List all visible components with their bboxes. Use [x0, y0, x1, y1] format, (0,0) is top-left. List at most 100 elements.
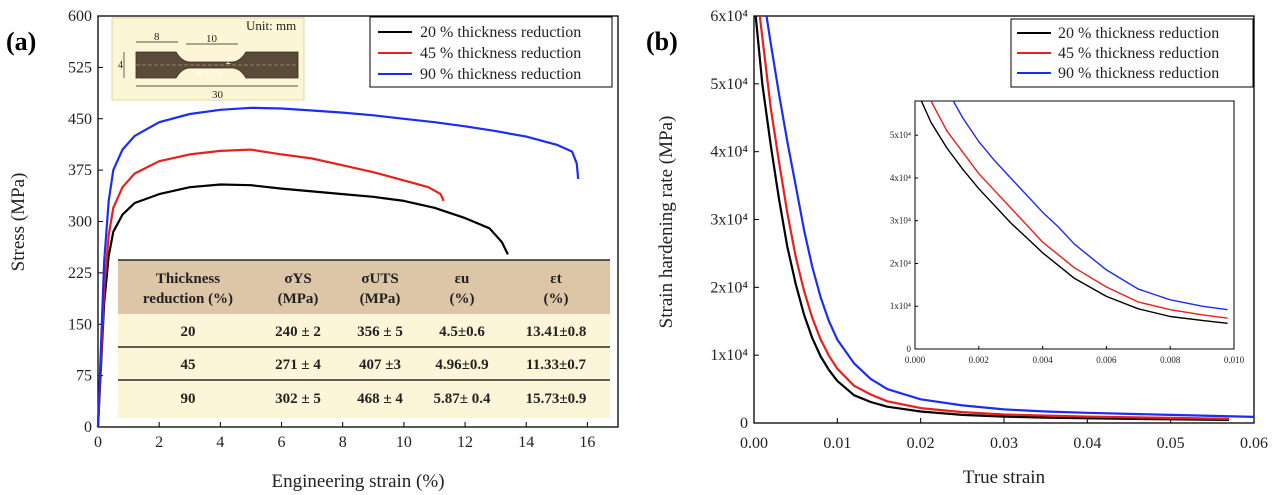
- inset-series-line-0: [920, 100, 1228, 324]
- y-tick-label: 4x10⁴: [890, 173, 911, 183]
- x-tick-label: 0.006: [1096, 355, 1117, 365]
- x-tick-label: 0.05: [1157, 435, 1185, 452]
- b-series-line-0: [754, 15, 1230, 421]
- table-cell: 13.41±0.8: [526, 324, 587, 340]
- y-tick-label: 75: [76, 368, 92, 385]
- b-series-line-2: [765, 15, 1255, 418]
- table-header-bg: [118, 260, 610, 314]
- y-axis-label-b: Strain hardening rate (MPa): [656, 116, 677, 329]
- b-series-line-1: [758, 15, 1230, 420]
- legend-b-label-45: 45 % thickness reduction: [1058, 45, 1219, 62]
- panel-a-label: (a): [6, 27, 36, 56]
- y-axis-label-a: Stress (MPa): [8, 173, 29, 272]
- y-tick-label: 0: [84, 419, 92, 436]
- x-tick-label: 2: [155, 434, 163, 451]
- table-cell: 302 ± 5: [275, 391, 321, 407]
- table-cell: 240 ± 2: [275, 324, 321, 340]
- y-tick-label: 2x10⁴: [710, 279, 748, 296]
- x-tick-label: 0.01: [823, 435, 851, 452]
- legend-b-box: [1010, 18, 1254, 88]
- table-header-et-2: (%): [544, 291, 569, 307]
- table-header-uts-2: (MPa): [360, 291, 401, 307]
- table-cell: 356 ± 5: [357, 324, 403, 340]
- y-tick-label: 4x10⁴: [710, 144, 748, 161]
- legend-b-label-20: 20 % thickness reduction: [1058, 25, 1219, 42]
- a-series-line-1: [96, 148, 445, 428]
- inset-series-line-1: [930, 100, 1228, 319]
- y-tick-label: 6x10⁴: [710, 8, 748, 25]
- y-tick-label: 5x10⁴: [710, 76, 748, 93]
- legend-b: 20 % thickness reduction 45 % thickness …: [1010, 18, 1254, 88]
- y-tick-label: 525: [68, 59, 92, 76]
- properties-table: Thickness reduction (%) σYS (MPa) σUTS (…: [118, 259, 610, 418]
- inset-series-line-2: [952, 100, 1228, 311]
- dim-label-2: 2: [226, 56, 231, 67]
- x-tick-label: 0.06: [1240, 435, 1268, 452]
- dim-label-8: 8: [154, 31, 160, 43]
- legend-a: 20 % thickness reduction 45 % thickness …: [369, 16, 613, 88]
- table-body-bg: [118, 314, 610, 418]
- table-header-eu-1: εu: [455, 271, 470, 287]
- table-cell: 5.87± 0.4: [434, 391, 491, 407]
- table-header-ys-1: σYS: [284, 271, 311, 287]
- table-header-eu-2: (%): [450, 291, 475, 307]
- x-tick-label: 0.002: [969, 355, 989, 365]
- table-cell: 90: [181, 391, 196, 407]
- x-tick-label: 4: [216, 434, 224, 451]
- table-cell: 4.5±0.6: [439, 324, 485, 340]
- y-tick-label: 150: [68, 316, 92, 333]
- x-tick-label: 0.00: [740, 435, 768, 452]
- y-tick-label: 5x10⁴: [890, 130, 911, 140]
- a-series-line-2: [96, 106, 580, 428]
- x-tick-label: 10: [396, 434, 412, 451]
- y-tick-label: 1x10⁴: [890, 301, 911, 311]
- x-axis-label-a: Engineering strain (%): [271, 471, 444, 492]
- x-tick-label: 12: [457, 434, 473, 451]
- legend-b-label-90: 90 % thickness reduction: [1058, 65, 1219, 82]
- panel-b: (b) 0.00 0.01 0.02 0.03 0.04 0.05 0.06 0 1x10⁴ 2x…: [646, 8, 1268, 488]
- x-tick-label: 0.04: [1073, 435, 1101, 452]
- x-tick-label: 0.02: [907, 435, 935, 452]
- x-tick-label: 16: [579, 434, 595, 451]
- table-cell: 271 ± 4: [275, 357, 321, 373]
- y-tick-label: 3x10⁴: [710, 212, 748, 229]
- x-axis-label-b: True strain: [963, 467, 1046, 488]
- table-cell: 4.96±0.9: [435, 357, 488, 373]
- panel-b-label: (b): [646, 27, 678, 56]
- table-cell: 407 ±3: [359, 357, 401, 373]
- x-tick-label: 6: [278, 434, 286, 451]
- y-tick-label: 375: [68, 162, 92, 179]
- y-tick-label: 300: [68, 214, 92, 231]
- table-header-ys-2: (MPa): [278, 291, 319, 307]
- x-tick-label: 0.010: [1224, 355, 1245, 365]
- y-tick-label: 1x10⁴: [710, 347, 748, 364]
- table-cell: 468 ± 4: [357, 391, 403, 407]
- dim-label-radius: R=2.5: [196, 68, 221, 79]
- table-cell: 20: [181, 324, 196, 340]
- y-tick-label: 600: [68, 8, 92, 25]
- x-tick-label: 0.03: [990, 435, 1018, 452]
- x-tick-label: 8: [339, 434, 347, 451]
- table-cell: 45: [181, 357, 196, 373]
- inset-frame: [914, 100, 1235, 350]
- x-tick-label: 0.000: [905, 355, 926, 365]
- dim-label-30: 30: [212, 89, 224, 101]
- x-tick-label: 0.008: [1160, 355, 1181, 365]
- dim-label-10: 10: [206, 33, 218, 45]
- table-header-thickness-1: Thickness: [156, 271, 220, 287]
- a-series-line-0: [96, 183, 509, 428]
- dim-label-4: 4: [118, 60, 123, 71]
- y-tick-label: 3x10⁴: [890, 216, 911, 226]
- specimen-unit-label: Unit: mm: [246, 18, 296, 33]
- legend-a-label-90: 90 % thickness reduction: [420, 66, 581, 83]
- table-cell: 15.73±0.9: [526, 391, 587, 407]
- table-cell: 11.33±0.7: [526, 357, 586, 373]
- legend-a-label-45: 45 % thickness reduction: [420, 45, 581, 62]
- specimen-inset: Unit: mm 8 10 4 2 R=2.5 30: [111, 17, 305, 101]
- y-tick-label: 450: [68, 111, 92, 128]
- x-tick-label: 14: [518, 434, 534, 451]
- y-tick-label: 2x10⁴: [890, 258, 911, 268]
- y-tick-label: 0: [907, 344, 912, 354]
- legend-a-label-20: 20 % thickness reduction: [420, 24, 581, 41]
